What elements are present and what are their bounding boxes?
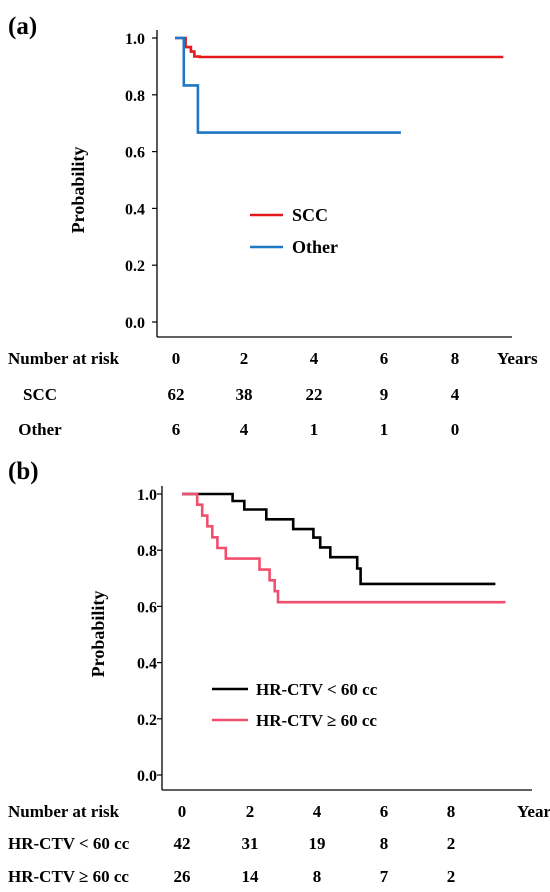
x-axis-label-0: Years bbox=[497, 349, 538, 368]
risk-row-label-1-0: HR-CTV < 60 cc bbox=[8, 834, 130, 853]
risk-value-0-1-0: 6 bbox=[172, 420, 181, 439]
risk-value-0-1-1: 4 bbox=[240, 420, 249, 439]
risk-value-0-0-1: 38 bbox=[236, 385, 253, 404]
risk-value-1-0-0: 42 bbox=[174, 834, 191, 853]
x-tick-label-1-2: 4 bbox=[313, 802, 322, 821]
risk-value-0-1-4: 0 bbox=[451, 420, 460, 439]
y-axis-label-1: Probability bbox=[88, 591, 108, 678]
risk-value-0-0-3: 9 bbox=[380, 385, 389, 404]
x-tick-label-1-0: 0 bbox=[178, 802, 187, 821]
y-tick-label-1-2: 0.4 bbox=[137, 656, 157, 673]
risk-value-1-1-4: 2 bbox=[447, 867, 456, 886]
y-tick-label-0-3: 0.6 bbox=[125, 145, 145, 162]
y-tick-label-0-1: 0.2 bbox=[125, 258, 145, 275]
risk-value-0-1-3: 1 bbox=[380, 420, 389, 439]
x-tick-label-0-4: 8 bbox=[451, 349, 460, 368]
risk-value-1-0-2: 19 bbox=[309, 834, 326, 853]
legend-label-0-0: SCC bbox=[292, 205, 328, 225]
y-axis-label-0: Probability bbox=[68, 147, 88, 234]
risk-row-label-0-0: SCC bbox=[23, 385, 57, 404]
x-tick-label-1-3: 6 bbox=[380, 802, 389, 821]
risk-value-0-0-2: 22 bbox=[306, 385, 323, 404]
risk-value-1-1-1: 14 bbox=[242, 867, 260, 886]
y-tick-label-1-0: 0.0 bbox=[137, 768, 157, 785]
series-line-0-0 bbox=[175, 36, 504, 59]
x-tick-label-1-1: 2 bbox=[246, 802, 255, 821]
x-tick-label-0-1: 2 bbox=[240, 349, 249, 368]
y-tick-label-1-4: 0.8 bbox=[137, 543, 157, 560]
y-tick-label-0-0: 0.0 bbox=[125, 315, 145, 332]
x-tick-label-1-4: 8 bbox=[447, 802, 456, 821]
y-tick-label-1-3: 0.6 bbox=[137, 599, 157, 616]
risk-value-1-0-1: 31 bbox=[242, 834, 259, 853]
risk-value-0-0-0: 62 bbox=[168, 385, 185, 404]
risk-value-1-1-0: 26 bbox=[174, 867, 191, 886]
risk-row-label-0-1: Other bbox=[18, 420, 62, 439]
risk-value-0-0-4: 4 bbox=[451, 385, 460, 404]
legend-label-1-1: HR-CTV ≥ 60 cc bbox=[256, 711, 377, 730]
y-tick-label-0-4: 0.8 bbox=[125, 88, 145, 105]
risk-row-label-1-1: HR-CTV ≥ 60 cc bbox=[8, 867, 129, 886]
risk-value-1-0-3: 8 bbox=[380, 834, 389, 853]
risk-value-0-1-2: 1 bbox=[310, 420, 319, 439]
y-tick-label-1-1: 0.2 bbox=[137, 712, 157, 729]
risk-value-1-0-4: 2 bbox=[447, 834, 456, 853]
risk-value-1-1-3: 7 bbox=[380, 867, 389, 886]
series-line-1-0 bbox=[182, 492, 496, 586]
legend-label-1-0: HR-CTV < 60 cc bbox=[256, 680, 378, 699]
y-tick-label-1-5: 1.0 bbox=[137, 487, 157, 504]
risk-value-1-1-2: 8 bbox=[313, 867, 322, 886]
x-tick-label-0-2: 4 bbox=[310, 349, 319, 368]
panel-label-1: (b) bbox=[8, 458, 39, 485]
risk-table-title-1: Number at risk bbox=[8, 802, 120, 821]
series-line-1-1 bbox=[182, 492, 506, 604]
legend-label-0-1: Other bbox=[292, 237, 338, 257]
series-line-0-1 bbox=[175, 36, 401, 134]
panel-label-0: (a) bbox=[8, 13, 37, 40]
y-tick-label-0-5: 1.0 bbox=[125, 31, 145, 48]
y-tick-label-0-2: 0.4 bbox=[125, 201, 145, 218]
risk-table-title-0: Number at risk bbox=[8, 349, 120, 368]
x-axis-label-1: Years bbox=[517, 802, 550, 821]
x-tick-label-0-0: 0 bbox=[172, 349, 181, 368]
x-tick-label-0-3: 6 bbox=[380, 349, 389, 368]
